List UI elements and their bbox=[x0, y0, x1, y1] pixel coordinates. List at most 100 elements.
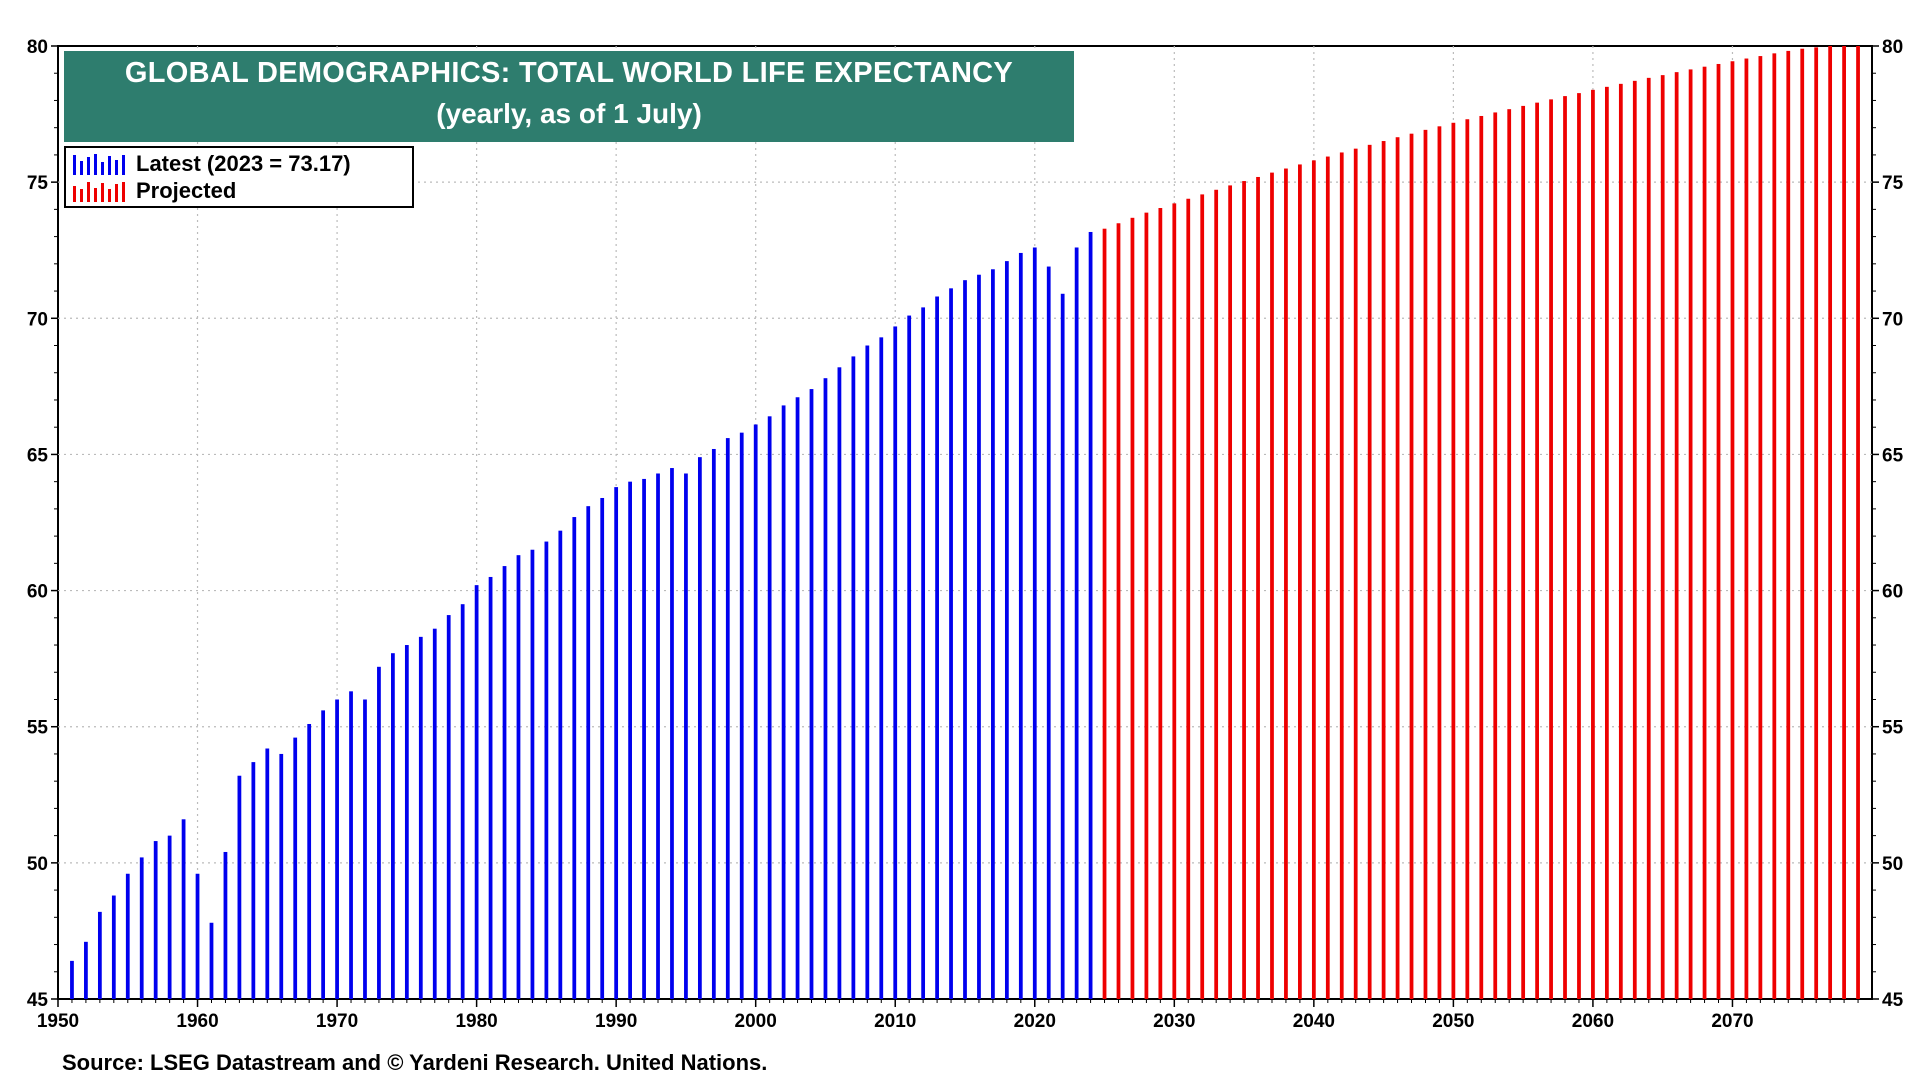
bar-latest-1987 bbox=[572, 517, 577, 999]
bar-latest-2008 bbox=[865, 345, 870, 999]
bar-latest-1984 bbox=[530, 549, 535, 999]
bar-projected-2050 bbox=[1451, 122, 1456, 999]
x-tick-label: 1990 bbox=[595, 1011, 637, 1032]
bar-projected-2032 bbox=[1200, 194, 1205, 999]
bar-latest-1986 bbox=[558, 530, 563, 999]
x-tick-label: 2050 bbox=[1432, 1011, 1474, 1032]
x-tick-label: 1980 bbox=[455, 1011, 497, 1032]
bar-projected-2056 bbox=[1535, 102, 1539, 999]
bar-latest-2020 bbox=[1032, 247, 1037, 1000]
bar-latest-2004 bbox=[809, 389, 814, 1000]
bar-latest-1983 bbox=[516, 555, 521, 999]
bar-projected-2075 bbox=[1800, 48, 1805, 1000]
bar-latest-1993 bbox=[656, 473, 660, 999]
bar-latest-1968 bbox=[307, 723, 312, 999]
bar-projected-2041 bbox=[1325, 156, 1330, 1000]
bar-latest-1991 bbox=[628, 481, 632, 999]
chart-title-box: GLOBAL DEMOGRAPHICS: TOTAL WORLD LIFE EX… bbox=[64, 51, 1074, 142]
bar-latest-1957 bbox=[153, 841, 158, 999]
bar-projected-2037 bbox=[1270, 172, 1274, 1000]
bar-latest-2000 bbox=[753, 424, 758, 1000]
axes: 45 45 50 50 55 55 60 60 65 65 70 70 75 75 80 80 1950 1960… bbox=[27, 37, 1904, 1032]
bar-latest-2006 bbox=[837, 367, 842, 999]
y-tick-label-left: 75 bbox=[27, 173, 49, 194]
bar-latest-1975 bbox=[404, 645, 409, 999]
bar-projected-2049 bbox=[1437, 126, 1442, 999]
bar-latest-1998 bbox=[725, 438, 730, 1000]
y-tick-label-left: 70 bbox=[27, 309, 48, 330]
bar-latest-2022 bbox=[1060, 293, 1065, 999]
bar-latest-2013 bbox=[935, 296, 939, 999]
bar-projected-2028 bbox=[1144, 212, 1149, 999]
source-note: Source: LSEG Datastream and © Yardeni Re… bbox=[62, 1050, 768, 1075]
bar-projected-2076 bbox=[1814, 47, 1819, 1000]
x-tick-label: 2000 bbox=[735, 1011, 777, 1032]
x-tick-label: 2040 bbox=[1293, 1011, 1335, 1032]
bar-latest-1952 bbox=[84, 941, 88, 999]
bar-latest-1978 bbox=[446, 615, 451, 999]
bar-projected-2066 bbox=[1674, 72, 1679, 999]
bar-projected-2061 bbox=[1604, 86, 1609, 1000]
chart-subtitle: (yearly, as of 1 July) bbox=[436, 98, 702, 129]
bars bbox=[70, 46, 1860, 1000]
bar-projected-2030 bbox=[1172, 203, 1177, 999]
bar-latest-2003 bbox=[795, 397, 800, 999]
bar-projected-2053 bbox=[1493, 112, 1498, 999]
y-tick-label-left: 65 bbox=[27, 445, 49, 466]
bar-projected-2029 bbox=[1158, 208, 1163, 999]
bar-latest-1980 bbox=[474, 585, 479, 999]
bar-projected-2071 bbox=[1744, 58, 1749, 999]
bar-latest-2011 bbox=[907, 315, 912, 999]
bar-projected-2069 bbox=[1716, 63, 1721, 1000]
bar-latest-2016 bbox=[977, 274, 981, 1000]
bar-projected-2047 bbox=[1409, 133, 1414, 999]
bar-projected-2070 bbox=[1730, 61, 1735, 999]
y-tick-label-right: 50 bbox=[1882, 854, 1903, 875]
y-tick-label-left: 80 bbox=[27, 37, 48, 58]
bar-latest-2005 bbox=[823, 378, 828, 999]
bar-projected-2060 bbox=[1591, 89, 1595, 1000]
bar-latest-2024 bbox=[1088, 231, 1093, 1000]
bar-latest-2012 bbox=[921, 307, 926, 999]
bar-latest-1956 bbox=[139, 857, 144, 999]
bar-latest-1954 bbox=[111, 895, 116, 999]
bar-latest-1953 bbox=[97, 911, 102, 999]
bar-projected-2067 bbox=[1688, 69, 1693, 1000]
bar-projected-2064 bbox=[1646, 77, 1651, 1000]
bar-projected-2065 bbox=[1660, 75, 1665, 999]
bar-latest-2017 bbox=[991, 269, 995, 999]
bar-latest-1994 bbox=[670, 468, 674, 999]
bar-latest-2010 bbox=[893, 326, 898, 999]
bar-projected-2074 bbox=[1786, 50, 1791, 999]
bar-latest-1970 bbox=[335, 699, 339, 999]
bar-projected-2077 bbox=[1828, 46, 1833, 999]
bar-projected-2072 bbox=[1758, 56, 1763, 999]
x-tick-label: 1970 bbox=[316, 1011, 358, 1032]
bar-latest-1966 bbox=[279, 753, 284, 999]
bar-latest-1963 bbox=[237, 775, 242, 999]
bar-projected-2044 bbox=[1367, 144, 1372, 1000]
bar-projected-2034 bbox=[1228, 185, 1233, 999]
bar-latest-1955 bbox=[125, 873, 130, 999]
legend: Latest (2023 = 73.17) Projected bbox=[64, 146, 414, 208]
bar-projected-2035 bbox=[1242, 181, 1246, 1000]
bar-latest-1965 bbox=[265, 748, 270, 999]
y-tick-label-left: 60 bbox=[27, 582, 48, 603]
bar-projected-2027 bbox=[1130, 217, 1135, 999]
bar-projected-2043 bbox=[1353, 148, 1358, 999]
bar-projected-2052 bbox=[1479, 115, 1484, 1000]
x-tick-label: 2020 bbox=[1014, 1011, 1056, 1032]
y-tick-label-right: 45 bbox=[1882, 990, 1904, 1011]
bar-projected-2078 bbox=[1842, 46, 1846, 999]
bar-projected-2038 bbox=[1284, 168, 1288, 999]
x-tick-label: 2030 bbox=[1153, 1011, 1195, 1032]
bar-latest-2007 bbox=[851, 356, 856, 999]
legend-item-projected: Projected bbox=[72, 178, 236, 204]
bar-latest-1985 bbox=[544, 541, 549, 999]
bar-projected-2033 bbox=[1214, 189, 1219, 999]
bar-latest-1979 bbox=[460, 604, 465, 999]
bar-projected-2051 bbox=[1465, 119, 1470, 1000]
bar-latest-1988 bbox=[586, 506, 591, 999]
bar-projected-2079 bbox=[1856, 46, 1860, 999]
bar-projected-2045 bbox=[1381, 141, 1386, 999]
